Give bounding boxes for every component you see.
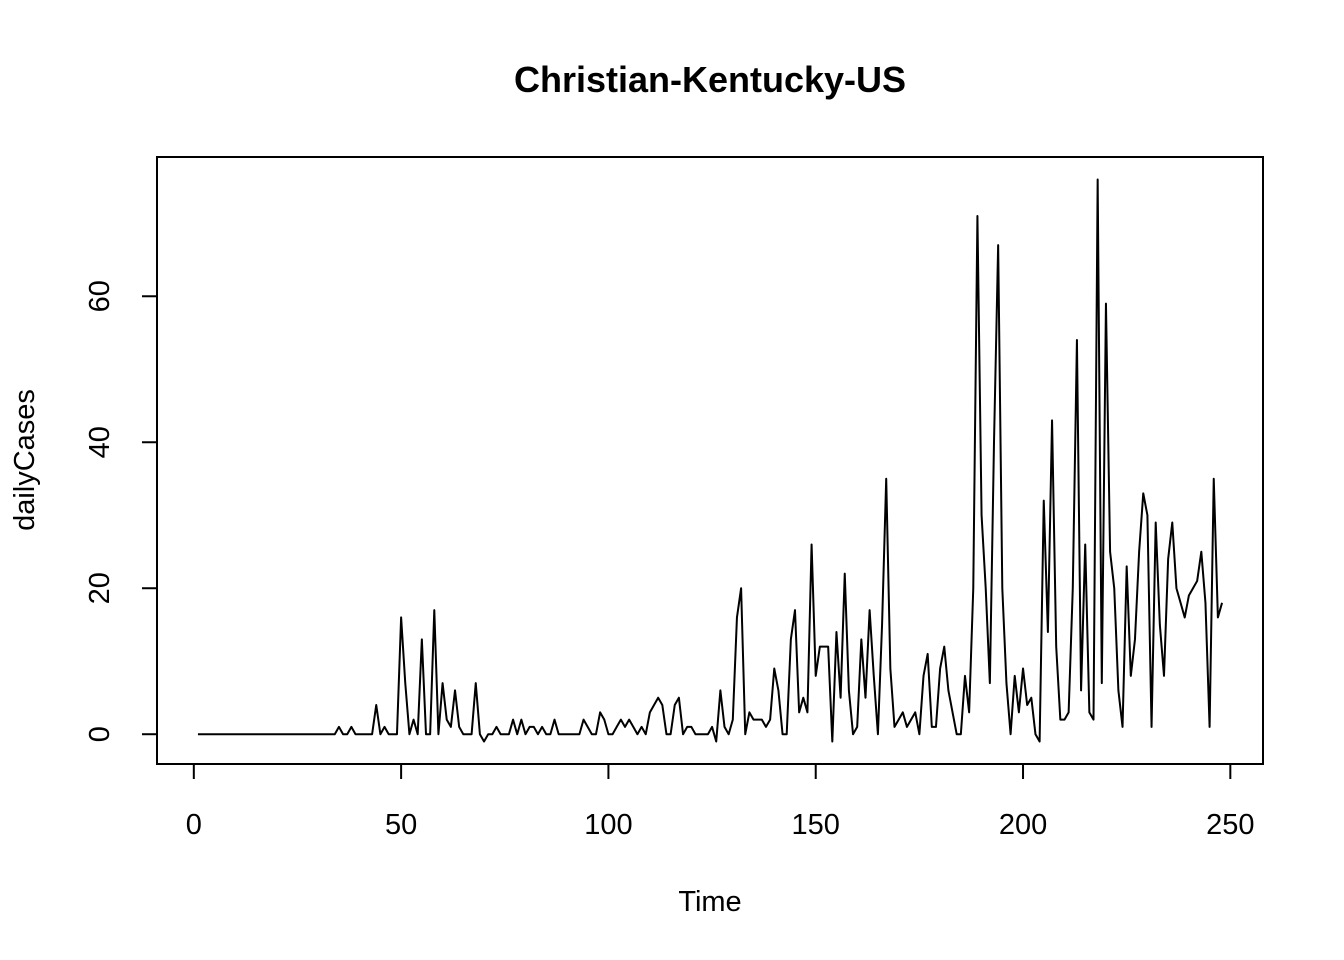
x-tick-label: 50: [385, 809, 417, 841]
x-tick-label: 0: [186, 809, 202, 841]
y-tick-label: 40: [84, 426, 116, 458]
x-tick-label: 100: [584, 809, 632, 841]
y-tick-label: 60: [84, 280, 116, 312]
series-layer: [198, 179, 1222, 741]
x-axis: 0 50 100 150 200 250: [186, 764, 1255, 841]
x-tick-label: 200: [999, 809, 1047, 841]
x-tick-label: 150: [792, 809, 840, 841]
chart-title: Christian-Kentucky-US: [514, 59, 906, 100]
series-line: [198, 179, 1222, 741]
y-tick-label: 20: [84, 572, 116, 604]
y-axis-label: dailyCases: [9, 389, 41, 531]
x-tick-label: 250: [1206, 809, 1254, 841]
y-axis: 0 20 40 60: [84, 280, 157, 742]
y-tick-label: 0: [84, 726, 116, 742]
x-axis-label: Time: [678, 886, 741, 918]
